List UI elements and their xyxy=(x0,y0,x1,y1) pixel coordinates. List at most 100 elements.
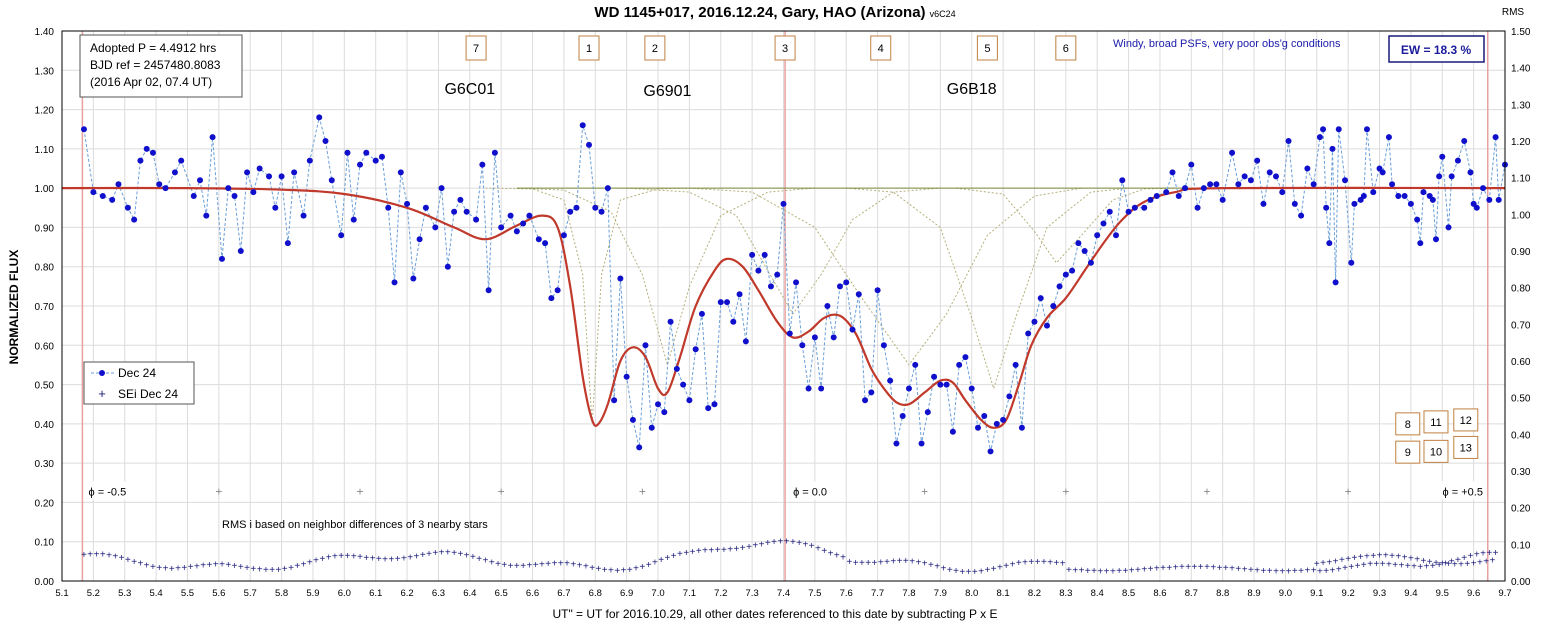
data-point xyxy=(1037,295,1044,302)
data-point xyxy=(178,157,185,164)
data-point xyxy=(686,397,693,404)
x-tick-label: 6.7 xyxy=(557,588,570,599)
rms-point: + xyxy=(144,560,150,571)
data-point xyxy=(256,165,263,172)
y2-tick-label: 0.30 xyxy=(1511,467,1531,478)
data-point xyxy=(143,145,150,152)
rms-point: + xyxy=(401,553,407,564)
legend-sei-label: SEi Dec 24 xyxy=(118,387,178,401)
data-point xyxy=(1113,232,1120,239)
data-point xyxy=(1044,322,1051,329)
rms-point: + xyxy=(1458,559,1464,570)
dip-box xyxy=(1055,35,1077,61)
data-point xyxy=(673,365,680,372)
data-point xyxy=(724,299,731,306)
data-point xyxy=(949,428,956,435)
data-point xyxy=(410,275,417,282)
rms-point: + xyxy=(1160,563,1166,574)
rms-point: + xyxy=(1339,555,1345,566)
rms-point: + xyxy=(803,539,809,550)
rms-point: + xyxy=(1129,565,1135,576)
y-tick-label: 0.60 xyxy=(35,341,55,352)
rms-point: + xyxy=(414,551,420,562)
data-point xyxy=(1492,134,1499,141)
rms-point: + xyxy=(545,559,551,570)
phase-label: ϕ = +0.5 xyxy=(1443,486,1483,498)
data-point xyxy=(422,204,429,211)
rms-point: + xyxy=(627,565,633,576)
data-point xyxy=(1342,177,1349,184)
rms-point: + xyxy=(1192,562,1198,573)
rms-point: + xyxy=(1123,566,1129,577)
data-point xyxy=(1385,134,1392,141)
rms-point: + xyxy=(639,562,645,573)
data-point xyxy=(767,283,774,290)
data-point xyxy=(824,303,831,309)
data-point xyxy=(197,177,204,184)
data-point xyxy=(225,185,232,192)
data-point xyxy=(137,157,144,164)
dip-box-label: 5 xyxy=(984,43,990,55)
grid xyxy=(61,30,1506,582)
rms-point: + xyxy=(564,559,570,570)
data-connector-line xyxy=(83,117,1506,452)
rms-point: + xyxy=(169,564,175,575)
rms-point: + xyxy=(953,566,959,577)
rms-point: + xyxy=(677,549,683,560)
x-tick-label: 5.2 xyxy=(87,588,100,599)
phase-label: ϕ = 0.0 xyxy=(793,486,827,498)
data-point xyxy=(1439,153,1446,160)
y-tick-label: 1.10 xyxy=(35,145,55,156)
data-point xyxy=(350,216,357,223)
dip-box xyxy=(1395,440,1421,464)
phase-label-bg xyxy=(84,481,131,500)
dip-box-label: 6 xyxy=(1063,43,1069,55)
y-axis-ticks: 0.00 0.10 0.20 0.30 0.40 0.50 0.60 0.70 0.80 0.90… xyxy=(35,27,55,588)
dip-box xyxy=(465,35,487,61)
dip-box xyxy=(976,35,998,61)
data-point xyxy=(579,122,586,129)
rms-point: + xyxy=(476,554,482,565)
rms-point: + xyxy=(1210,562,1216,573)
rms-point: + xyxy=(1358,552,1364,563)
data-point xyxy=(1480,185,1487,192)
rms-point: + xyxy=(138,559,144,570)
rms-point: + xyxy=(1148,564,1154,575)
data-point xyxy=(755,267,762,274)
dip-box-label: 10 xyxy=(1430,446,1442,458)
data-point xyxy=(931,373,938,380)
x-tick-label: 5.3 xyxy=(118,588,131,599)
x-tick-label: 6.1 xyxy=(369,588,382,599)
rms-point: + xyxy=(464,550,470,561)
x-tick-label: 8.9 xyxy=(1247,588,1260,599)
data-point xyxy=(162,185,169,192)
rms-point: + xyxy=(1217,563,1223,574)
data-point xyxy=(171,169,178,176)
rms-point: + xyxy=(784,536,790,547)
rms-point: + xyxy=(1028,557,1034,568)
rms-point: + xyxy=(1414,555,1420,566)
rms-point: + xyxy=(1427,557,1433,568)
data-point xyxy=(1119,177,1126,184)
data-point xyxy=(993,420,1000,427)
phase-tick-mark: + xyxy=(1203,484,1210,498)
data-point xyxy=(1298,212,1305,219)
x-tick-label: 7.4 xyxy=(777,588,790,599)
rms-point: + xyxy=(1116,566,1122,577)
data-point xyxy=(661,409,668,416)
object-label: G6901 xyxy=(643,83,691,100)
rms-point: + xyxy=(1248,565,1254,576)
rms-point: + xyxy=(959,567,965,578)
data-point xyxy=(272,204,279,211)
y-tick-label: 0.70 xyxy=(35,302,55,313)
data-point xyxy=(749,251,756,258)
rms-point: + xyxy=(1352,553,1358,564)
data-point xyxy=(266,173,273,180)
data-point xyxy=(1473,204,1480,211)
rms-point: + xyxy=(1442,558,1448,569)
x-tick-label: 7.1 xyxy=(683,588,696,599)
plot-frame xyxy=(61,30,1506,582)
data-point xyxy=(1100,220,1107,227)
rms-point: + xyxy=(1455,555,1461,566)
rms-point: + xyxy=(915,557,921,568)
